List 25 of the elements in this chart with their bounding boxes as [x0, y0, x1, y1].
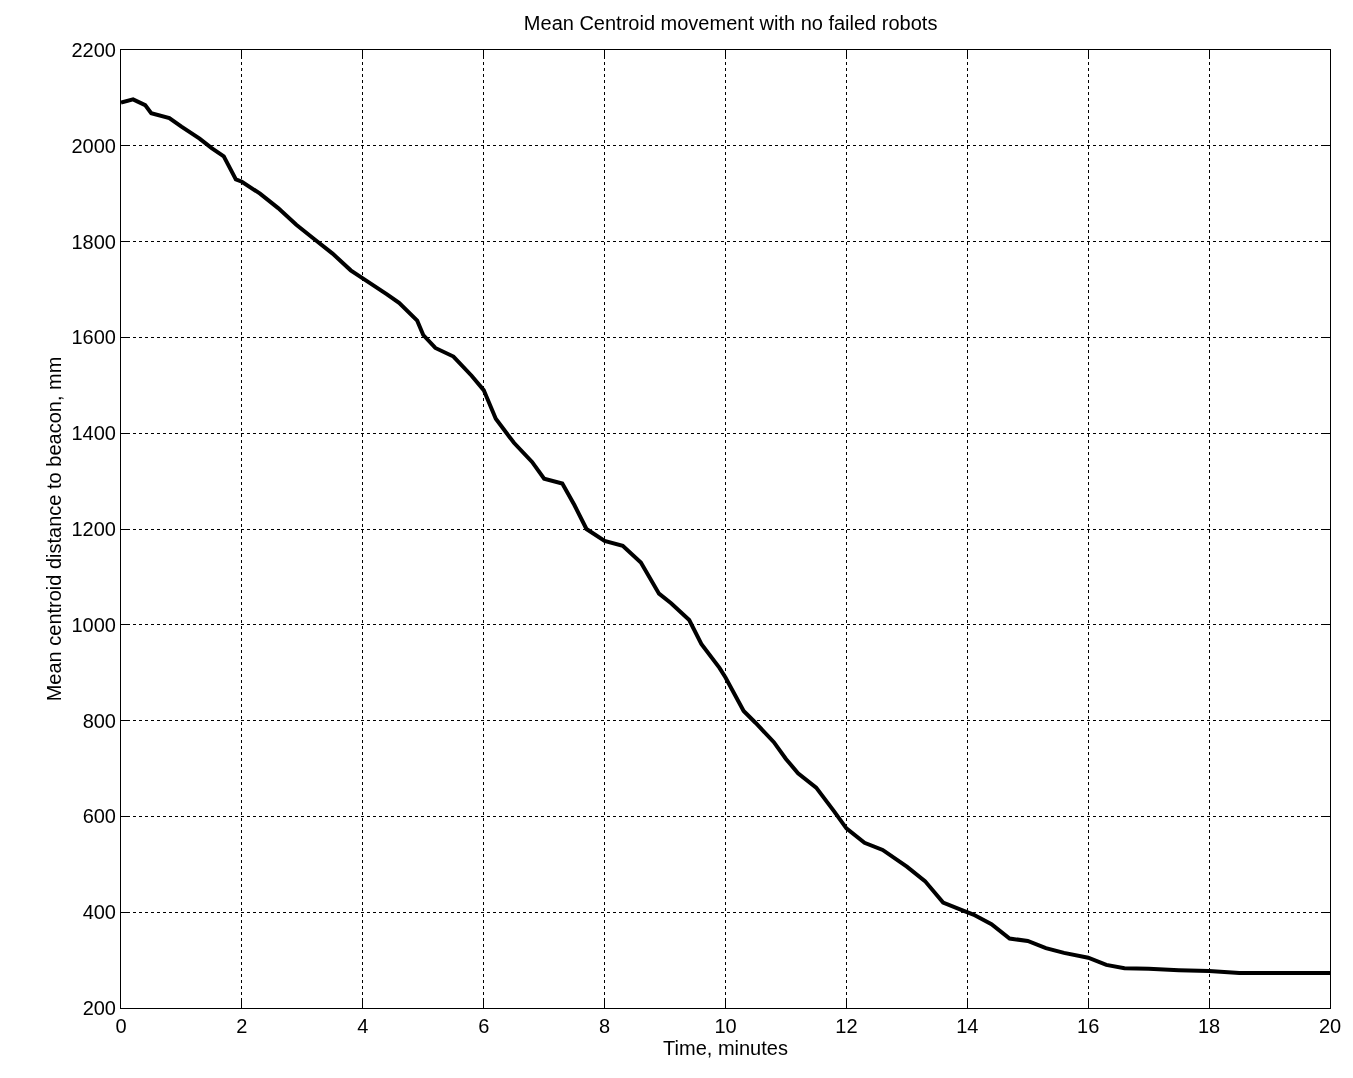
x-tick-label: 16 [1077, 1015, 1100, 1037]
x-tick-label: 20 [1318, 1015, 1342, 1037]
y-tick-label: 1400 [71, 422, 116, 445]
y-tick-label: 1600 [71, 326, 116, 349]
y-tick-label: 1200 [71, 518, 116, 540]
x-tick-label: 10 [714, 1015, 737, 1037]
y-axis-title: Mean centroid distance to beacon, mm [43, 356, 65, 702]
y-tick-label: 1800 [71, 230, 116, 253]
x-tick-label: 6 [478, 1015, 490, 1037]
x-tick-label: 0 [115, 1015, 127, 1037]
x-axis-title: Time, minutes [663, 1037, 788, 1059]
x-tick-label: 18 [1197, 1015, 1221, 1037]
y-tick-label: 800 [82, 709, 116, 732]
y-tick-label: 400 [82, 901, 116, 924]
chart-title: Mean Centroid movement with no failed robots [523, 12, 938, 35]
x-tick-label: 12 [835, 1015, 858, 1037]
y-tick-label: 2200 [71, 39, 116, 61]
y-tick-label: 1000 [71, 613, 116, 636]
x-tick-label: 2 [236, 1015, 248, 1037]
x-tick-label: 4 [357, 1015, 369, 1037]
y-tick-label: 600 [82, 805, 116, 828]
y-tick-label: 2000 [71, 134, 116, 157]
x-tick-label: 8 [599, 1015, 611, 1037]
y-tick-label: 200 [82, 997, 116, 1019]
x-tick-label: 14 [956, 1015, 979, 1037]
